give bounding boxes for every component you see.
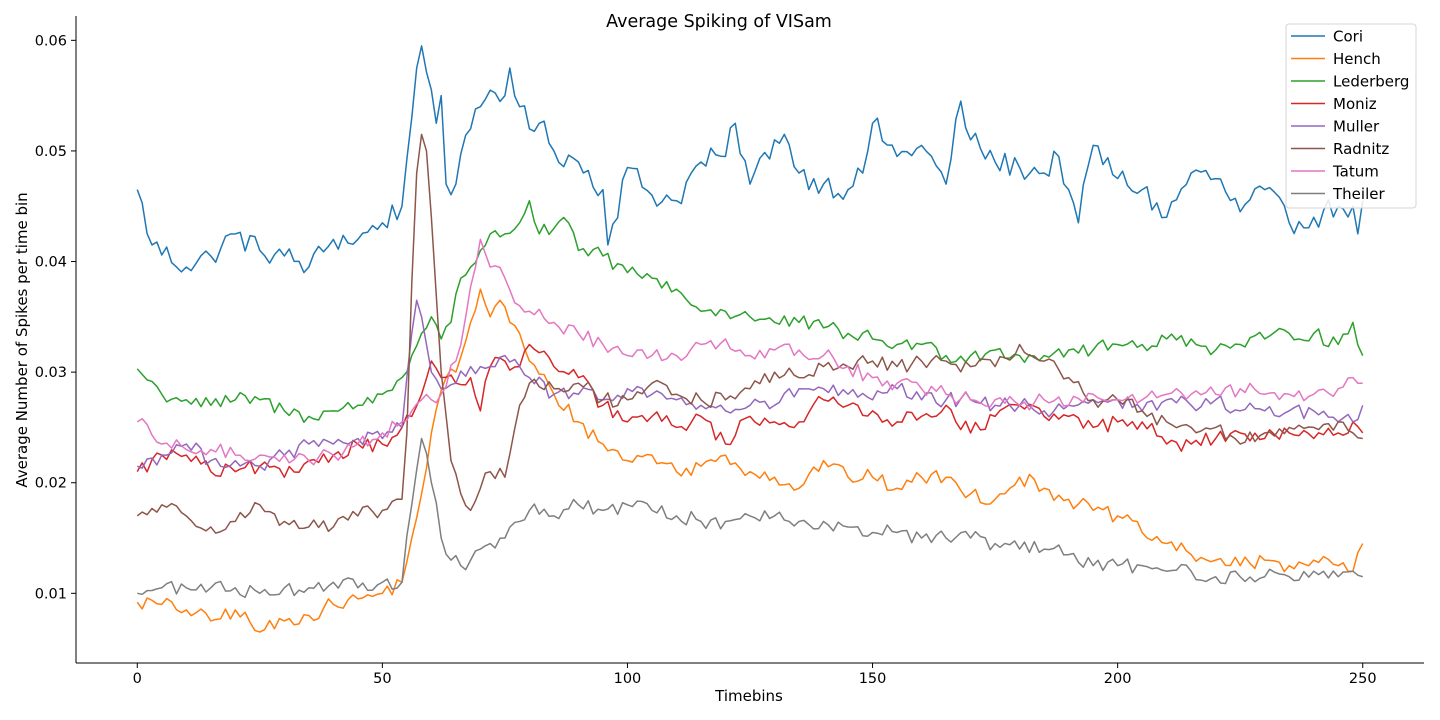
legend-label: Tatum [1332, 163, 1379, 181]
y-ticks: 0.01 0.02 0.03 0.04 0.05 0.06 [35, 33, 76, 602]
x-tick-label: 250 [1349, 671, 1377, 687]
y-tick-label: 0.03 [35, 365, 67, 381]
legend-entries: Cori Hench Lederberg Moniz Muller Radnitz Tatu… [1291, 28, 1409, 203]
y-tick-label: 0.05 [35, 144, 67, 160]
y-axis-label: Average Number of Spikes per time bin [13, 192, 31, 487]
series-line-radnitz [136, 133, 1363, 534]
legend-label: Lederberg [1333, 73, 1409, 91]
x-tick-label: 100 [614, 671, 642, 687]
legend-label: Muller [1333, 118, 1380, 136]
series-line-tatum [136, 238, 1363, 466]
legend-label: Theiler [1332, 185, 1385, 203]
y-tick-label: 0.04 [35, 255, 67, 271]
series-line-cori [136, 45, 1364, 274]
x-tick-label: 200 [1104, 671, 1132, 687]
legend-label: Hench [1333, 50, 1381, 68]
series-layer [136, 45, 1364, 633]
chart-title: Average Spiking of VISam [606, 12, 832, 32]
legend-label: Moniz [1333, 95, 1377, 113]
x-tick-label: 50 [373, 671, 391, 687]
x-ticks: 0 50 100 150 200 250 [133, 663, 1377, 687]
legend: Cori Hench Lederberg Moniz Muller Radnitz Tatu… [1285, 23, 1417, 209]
series-line-hench [136, 288, 1364, 633]
series-line-theiler [137, 437, 1363, 599]
y-tick-label: 0.01 [35, 586, 67, 602]
x-tick-label: 0 [133, 671, 142, 687]
legend-label: Cori [1333, 28, 1363, 46]
series-line-moniz [136, 343, 1364, 478]
legend-label: Radnitz [1333, 140, 1389, 158]
legend-frame [1285, 23, 1417, 209]
x-axis-label: Timebins [714, 687, 783, 705]
y-tick-label: 0.06 [35, 33, 67, 49]
series-line-lederberg [136, 199, 1364, 424]
y-tick-label: 0.02 [35, 476, 67, 492]
x-tick-label: 150 [859, 671, 887, 687]
series-line-muller [136, 299, 1364, 471]
